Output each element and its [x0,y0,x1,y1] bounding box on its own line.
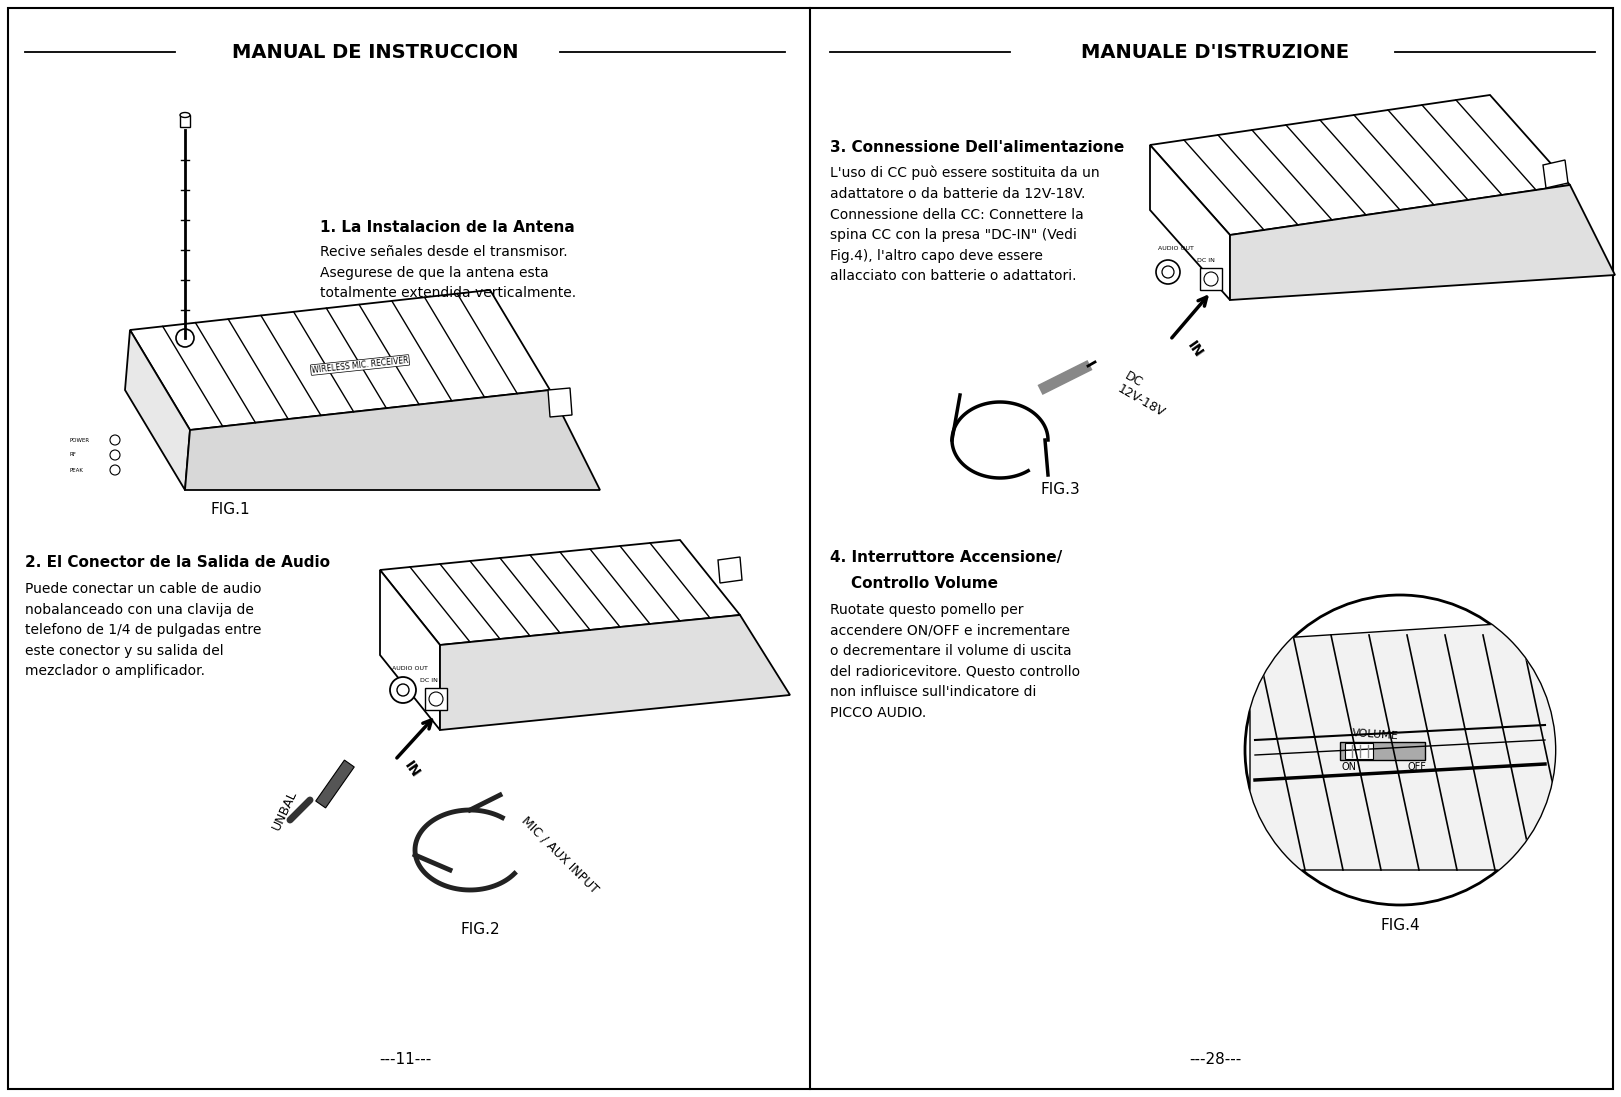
Text: 1. La Instalacion de la Antena: 1. La Instalacion de la Antena [319,220,575,235]
Text: MANUALE D'ISTRUZIONE: MANUALE D'ISTRUZIONE [1081,43,1349,61]
Circle shape [397,685,408,695]
Text: FIG.2: FIG.2 [460,923,499,938]
Circle shape [177,329,195,347]
Text: PEAK: PEAK [70,467,84,473]
Text: FIG.4: FIG.4 [1379,917,1420,932]
Text: FIG.3: FIG.3 [1041,483,1080,498]
Bar [316,760,355,807]
Bar [1200,268,1222,290]
Bar [1341,742,1425,760]
Polygon shape [1543,160,1568,188]
Text: DC
12V-18V: DC 12V-18V [1115,370,1174,420]
Bar [1345,743,1373,759]
Text: Puede conectar un cable de audio
nobalanceado con una clavija de
telefono de 1/4: Puede conectar un cable de audio nobalan… [24,583,261,678]
Text: WIRELESS MIC. RECEIVER: WIRELESS MIC. RECEIVER [311,355,408,374]
Text: POWER: POWER [70,438,91,442]
Text: 2. El Conector de la Salida de Audio: 2. El Conector de la Salida de Audio [24,555,331,570]
Circle shape [1204,272,1217,286]
Bar [180,115,190,127]
Polygon shape [1149,145,1230,299]
Polygon shape [125,330,190,490]
Polygon shape [1149,95,1571,235]
Text: Controllo Volume: Controllo Volume [830,576,999,591]
Text: OFF: OFF [1407,762,1426,772]
Polygon shape [185,391,600,490]
Text: IN: IN [1185,339,1206,361]
Text: AUDIO OUT: AUDIO OUT [392,666,428,670]
Circle shape [391,677,417,703]
Polygon shape [718,557,742,583]
Text: 3. Connessione Dell'alimentazione: 3. Connessione Dell'alimentazione [830,140,1125,155]
Circle shape [430,692,443,706]
Circle shape [110,450,120,460]
Polygon shape [130,290,550,430]
Text: FIG.1: FIG.1 [211,502,250,518]
Polygon shape [1230,185,1615,299]
Text: ON: ON [1342,762,1357,772]
Polygon shape [1250,620,1559,870]
Polygon shape [548,388,572,417]
Ellipse shape [1245,595,1555,905]
Text: RF: RF [70,452,76,457]
Text: 4. Interruttore Accensione/: 4. Interruttore Accensione/ [830,550,1062,565]
Circle shape [110,465,120,475]
Circle shape [1162,265,1174,278]
Circle shape [1156,260,1180,284]
Text: UNBAL: UNBAL [271,788,300,832]
Text: Ruotate questo pomello per
accendere ON/OFF e incrementare
o decrementare il vol: Ruotate questo pomello per accendere ON/… [830,603,1080,720]
Text: AUDIO OUT: AUDIO OUT [1157,246,1195,250]
Text: DC IN: DC IN [420,678,438,682]
Bar [425,688,447,710]
Text: MIC / AUX INPUT: MIC / AUX INPUT [519,814,601,896]
Text: L'uso di CC può essere sostituita da un
adattatore o da batterie da 12V-18V.
Con: L'uso di CC può essere sostituita da un … [830,166,1099,283]
Ellipse shape [180,113,190,117]
Circle shape [110,436,120,445]
Text: MANUAL DE INSTRUCCION: MANUAL DE INSTRUCCION [232,43,519,61]
Text: Recive señales desde el transmisor.
Asegurese de que la antena esta
totalmente e: Recive señales desde el transmisor. Aseg… [319,245,575,301]
Polygon shape [379,570,439,730]
Polygon shape [439,615,789,730]
Text: VOLUME: VOLUME [1352,728,1399,742]
Text: ---11---: ---11--- [379,1052,431,1067]
Text: DC IN: DC IN [1196,258,1214,262]
Polygon shape [379,540,741,645]
Text: IN: IN [402,759,423,781]
Text: ---28---: ---28--- [1188,1052,1242,1067]
